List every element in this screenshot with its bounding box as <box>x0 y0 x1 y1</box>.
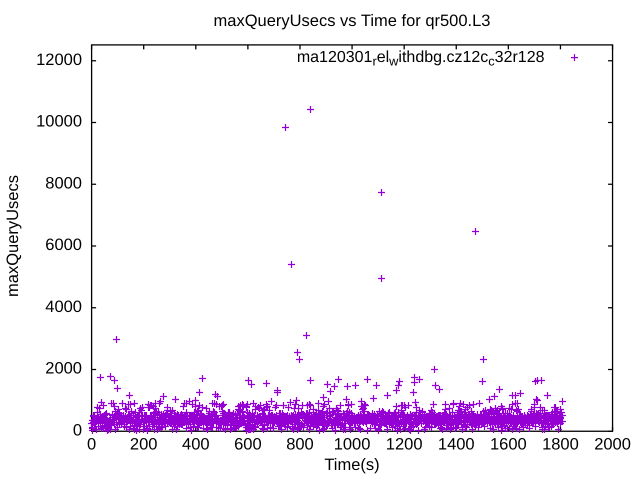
svg-text:Time(s): Time(s) <box>324 456 379 474</box>
svg-text:6000: 6000 <box>45 236 82 254</box>
svg-text:600: 600 <box>234 436 262 454</box>
svg-text:1600: 1600 <box>490 436 527 454</box>
svg-text:800: 800 <box>286 436 314 454</box>
svg-text:1200: 1200 <box>386 436 423 454</box>
svg-text:10000: 10000 <box>36 113 82 131</box>
svg-text:8000: 8000 <box>45 174 82 192</box>
svg-text:400: 400 <box>182 436 210 454</box>
svg-text:1800: 1800 <box>542 436 579 454</box>
svg-text:200: 200 <box>130 436 158 454</box>
svg-text:4000: 4000 <box>45 298 82 316</box>
svg-text:12000: 12000 <box>36 51 82 69</box>
svg-text:0: 0 <box>87 436 96 454</box>
svg-text:maxQueryUsecs vs Time for qr50: maxQueryUsecs vs Time for qr500.L3 <box>214 12 491 30</box>
svg-text:ma120301relwithdbg.cz12cc32r12: ma120301relwithdbg.cz12cc32r128 <box>297 49 545 69</box>
svg-text:maxQueryUsecs: maxQueryUsecs <box>4 175 22 297</box>
svg-text:2000: 2000 <box>594 436 631 454</box>
svg-text:0: 0 <box>73 421 82 439</box>
svg-text:2000: 2000 <box>45 360 82 378</box>
svg-text:1400: 1400 <box>438 436 475 454</box>
svg-text:1000: 1000 <box>334 436 371 454</box>
